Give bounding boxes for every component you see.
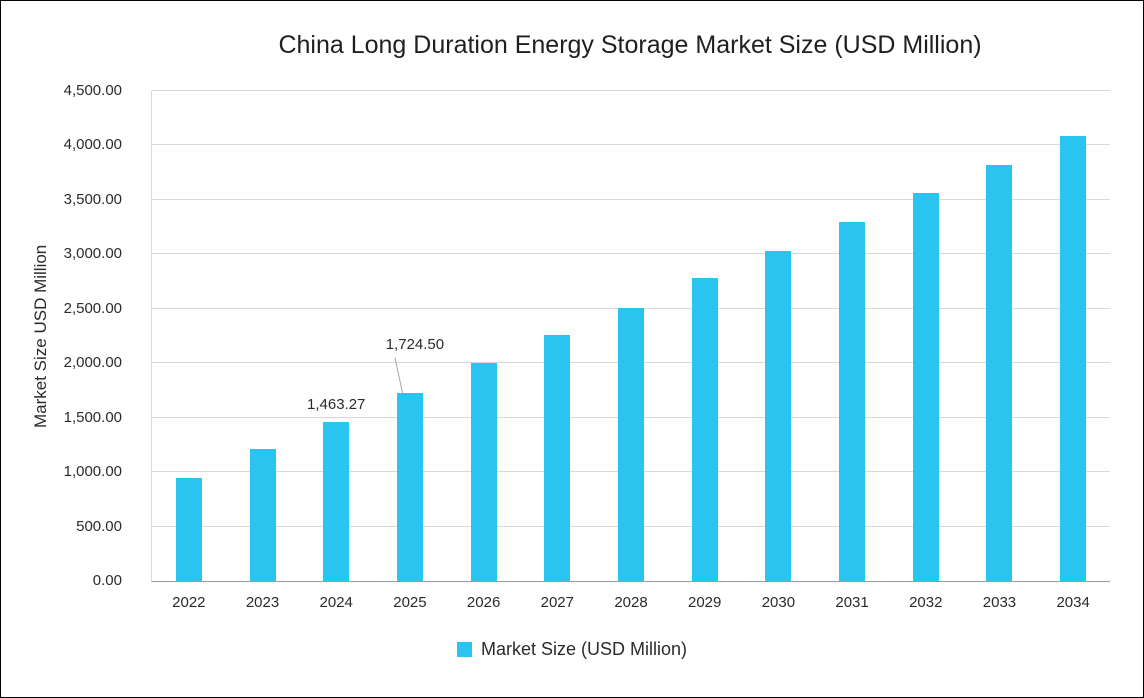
bar-2024 <box>323 421 350 581</box>
x-tick-label: 2030 <box>761 594 796 611</box>
bar-2023 <box>249 449 276 581</box>
x-tick-label: 2029 <box>688 594 722 611</box>
bar-2025 <box>396 393 423 581</box>
x-tick-label: 2022 <box>172 594 206 611</box>
x-tick-label: 2033 <box>982 594 1017 611</box>
bar-2031 <box>839 221 866 581</box>
y-tick-label: 3,000.00 <box>63 245 122 263</box>
y-tick-label: 4,000.00 <box>63 136 122 154</box>
bar-2022 <box>175 477 202 581</box>
bar-2026 <box>470 363 497 581</box>
x-tick-label: 2026 <box>466 594 501 611</box>
bar-2033 <box>986 164 1013 581</box>
data-label: 1,463.27 <box>307 395 366 413</box>
legend: Market Size (USD Million) <box>1 639 1143 660</box>
x-tick-label: 2031 <box>835 594 869 611</box>
x-tick-label: 2032 <box>909 594 943 611</box>
x-tick-label: 2024 <box>319 594 353 611</box>
legend-swatch <box>456 642 472 657</box>
chart-title: China Long Duration Energy Storage Marke… <box>278 31 982 59</box>
y-tick-label: 2,500.00 <box>63 299 122 317</box>
x-tick-label: 2023 <box>245 594 280 611</box>
bar-2030 <box>765 250 792 581</box>
data-label: 1,724.50 <box>385 336 445 354</box>
x-tick-label: 2025 <box>393 594 427 611</box>
y-tick-label: 4,500.00 <box>63 82 122 99</box>
x-tick-label: 2027 <box>540 594 574 611</box>
gridline <box>152 198 1110 200</box>
bar-2032 <box>912 193 939 581</box>
bar-2029 <box>691 278 718 581</box>
y-tick-label: 2,000.00 <box>63 354 122 372</box>
y-tick-label: 3,500.00 <box>63 190 122 208</box>
y-tick-label: 1,000.00 <box>63 463 122 481</box>
plot-area: 0.00 500.00 1,000.00 1,500.00 2,000.00 2,500.… <box>64 82 1110 611</box>
gridline <box>152 90 1110 91</box>
x-tick-label: 2028 <box>614 594 648 611</box>
bar-2028 <box>618 307 644 581</box>
y-tick-label: 500.00 <box>76 517 122 535</box>
bar-2034 <box>1060 135 1087 581</box>
bar-2027 <box>544 335 571 581</box>
legend-label: Market Size (USD Million) <box>480 639 688 659</box>
y-tick-label: 0.00 <box>92 572 122 589</box>
y-tick-label: 1,500.00 <box>63 408 122 426</box>
x-tick-label: 2034 <box>1056 594 1090 611</box>
gridline <box>152 144 1110 146</box>
y-axis-title: Market Size USD Million <box>31 244 50 428</box>
gridline <box>152 253 1110 255</box>
